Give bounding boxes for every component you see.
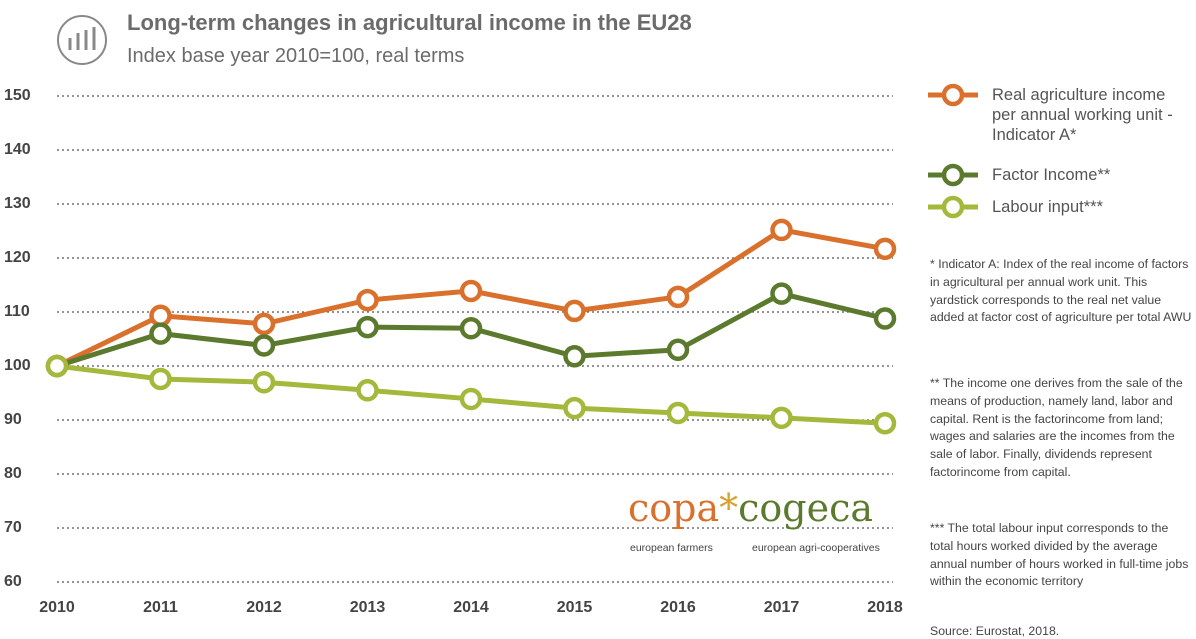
- chart-title: Long-term changes in agricultural income…: [127, 10, 692, 35]
- logo-right: cogeca: [738, 486, 874, 530]
- point: [459, 316, 483, 340]
- legend-label: Real agriculture income per annual worki…: [992, 86, 1173, 144]
- x-tick-label: 2011: [143, 599, 178, 616]
- y-tick-label: 70: [4, 519, 22, 536]
- legend-label: Labour input***: [992, 198, 1104, 216]
- point: [563, 396, 586, 420]
- note: * Indicator A: Index of the real income …: [930, 257, 1192, 325]
- x-tick-label: 2016: [660, 599, 696, 616]
- y-tick-label: 90: [4, 411, 22, 428]
- note: *** The total labour input corresponds t…: [930, 521, 1189, 589]
- source: Source: Eurostat, 2018.: [930, 624, 1060, 638]
- y-tick-label: 60: [4, 573, 22, 590]
- y-tick-label: 80: [4, 465, 22, 482]
- point: [873, 411, 897, 435]
- point: [356, 315, 379, 339]
- legend-label: Factor Income**: [992, 166, 1111, 184]
- x-tick-label: 2012: [246, 599, 282, 616]
- x-tick-label: 2013: [350, 599, 386, 616]
- point: [459, 279, 483, 303]
- point: [666, 401, 690, 425]
- point: [563, 299, 586, 323]
- chart-icon-bars: [68, 27, 96, 50]
- point: [666, 338, 690, 362]
- logo-left: copa: [628, 486, 720, 530]
- x-tick-label: 2017: [764, 599, 800, 616]
- point: [252, 370, 276, 394]
- logo: copa*cogeca: [628, 486, 873, 530]
- chart-icon: [57, 15, 107, 65]
- point: [666, 285, 690, 309]
- y-tick-label: 140: [4, 141, 31, 158]
- legend-swatch-marker: [941, 195, 965, 219]
- point: [149, 322, 172, 345]
- x-tick-label: 2018: [867, 599, 903, 616]
- y-tick-label: 120: [4, 249, 31, 266]
- point: [873, 307, 897, 330]
- point: [770, 282, 793, 305]
- point: [252, 312, 276, 336]
- x-tick-label: 2014: [453, 599, 489, 616]
- y-tick-label: 110: [4, 303, 30, 320]
- point: [149, 304, 172, 328]
- point: [873, 237, 897, 261]
- point: [356, 379, 379, 402]
- point: [770, 406, 793, 430]
- point: [149, 367, 172, 391]
- point: [252, 334, 276, 357]
- logo-mark: *: [719, 486, 739, 530]
- point: [770, 218, 793, 242]
- logo-caption: european agri-cooperatives: [752, 542, 880, 554]
- y-tick-label: 130: [4, 195, 31, 212]
- point: [356, 288, 379, 312]
- x-tick-label: 2010: [39, 599, 75, 616]
- point: [459, 387, 483, 411]
- chart-subtitle: Index base year 2010=100, real terms: [127, 45, 465, 67]
- logo-caption: european farmers: [630, 542, 713, 554]
- x-tick-label: 2015: [557, 599, 593, 616]
- point: [45, 354, 69, 378]
- note: ** The income one derives from the sale …: [930, 376, 1183, 479]
- point: [563, 345, 586, 368]
- y-tick-label: 150: [4, 87, 31, 104]
- legend-swatch-marker: [941, 83, 965, 107]
- y-tick-label: 100: [4, 357, 31, 374]
- legend-swatch-marker: [941, 163, 965, 187]
